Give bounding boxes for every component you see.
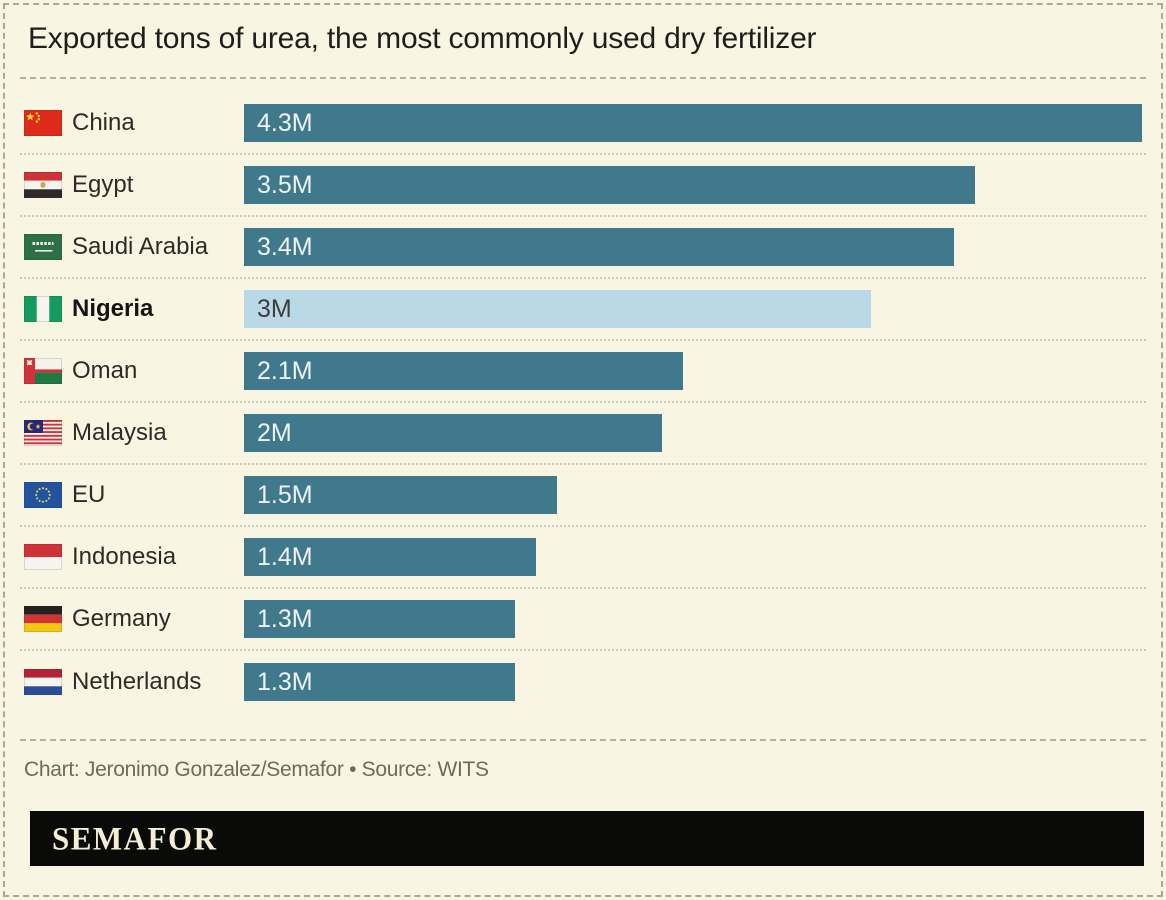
bar-value-label: 1.3M [257,667,313,696]
chart-row: China 4.3M [20,93,1146,155]
semafor-logo-bar: SEMAFOR [30,811,1144,866]
bar-track: 3.5M [244,166,1142,204]
bar-track: 1.4M [244,538,1142,576]
bar: 3M [244,290,871,328]
malaysia-flag-icon [24,420,62,446]
chart-credit: Chart: Jeronimo Gonzalez/Semafor • Sourc… [24,758,489,781]
bar-track: 1.3M [244,600,1142,638]
bar: 4.3M [244,104,1142,142]
bar-track: 2.1M [244,352,1142,390]
bar-value-label: 2M [257,418,292,447]
country-label: China [72,109,135,136]
eu-flag-icon [24,482,62,508]
bar: 2M [244,414,662,452]
chart-container: Exported tons of urea, the most commonly… [20,0,1146,866]
country-label: Netherlands [72,668,202,695]
germany-flag-icon [24,606,62,632]
chart-row: Nigeria 3M [20,279,1146,341]
title-separator [20,77,1146,79]
bar-value-label: 3.4M [257,232,313,261]
bar-value-label: 3M [257,294,292,323]
bar-track: 1.5M [244,476,1142,514]
bar: 1.4M [244,538,537,576]
bar: 3.4M [244,228,955,266]
country-label: Egypt [72,171,134,198]
country-label: EU [72,481,106,508]
chart-row: Malaysia 2M [20,403,1146,465]
chart-rows: China 4.3M Egypt 3.5M Saudi Arabia 3.4M … [20,93,1146,713]
bar-track: 2M [244,414,1142,452]
country-label: Indonesia [72,543,177,570]
bar-value-label: 1.5M [257,480,313,509]
indonesia-flag-icon [24,544,62,570]
china-flag-icon [24,110,62,136]
country-label: Oman [72,357,138,384]
oman-flag-icon [24,358,62,384]
bar: 1.3M [244,600,516,638]
bar: 3.5M [244,166,975,204]
country-label: Malaysia [72,419,167,446]
bar-track: 3.4M [244,228,1142,266]
egypt-flag-icon [24,172,62,198]
nigeria-flag-icon [24,296,62,322]
bar-value-label: 1.3M [257,604,313,633]
footer-separator [20,739,1146,741]
chart-row: Netherlands 1.3M [20,651,1146,713]
bar: 2.1M [244,352,683,390]
netherlands-flag-icon [24,669,62,695]
chart-title: Exported tons of urea, the most commonly… [28,22,817,55]
country-label: Saudi Arabia [72,233,209,260]
bar-value-label: 4.3M [257,108,313,137]
chart-row: Saudi Arabia 3.4M [20,217,1146,279]
chart-row: Indonesia 1.4M [20,527,1146,589]
bar-track: 1.3M [244,663,1142,701]
saudi-arabia-flag-icon [24,234,62,260]
bar: 1.3M [244,663,516,701]
chart-row: Egypt 3.5M [20,155,1146,217]
bar-track: 3M [244,290,1142,328]
semafor-logo: SEMAFOR [52,819,218,857]
bar-value-label: 3.5M [257,170,313,199]
chart-row: EU 1.5M [20,465,1146,527]
bar-track: 4.3M [244,104,1142,142]
country-label: Nigeria [72,295,154,322]
bar-value-label: 1.4M [257,542,313,571]
country-label: Germany [72,605,171,632]
bar: 1.5M [244,476,558,514]
chart-row: Germany 1.3M [20,589,1146,651]
chart-row: Oman 2.1M [20,341,1146,403]
bar-value-label: 2.1M [257,356,313,385]
